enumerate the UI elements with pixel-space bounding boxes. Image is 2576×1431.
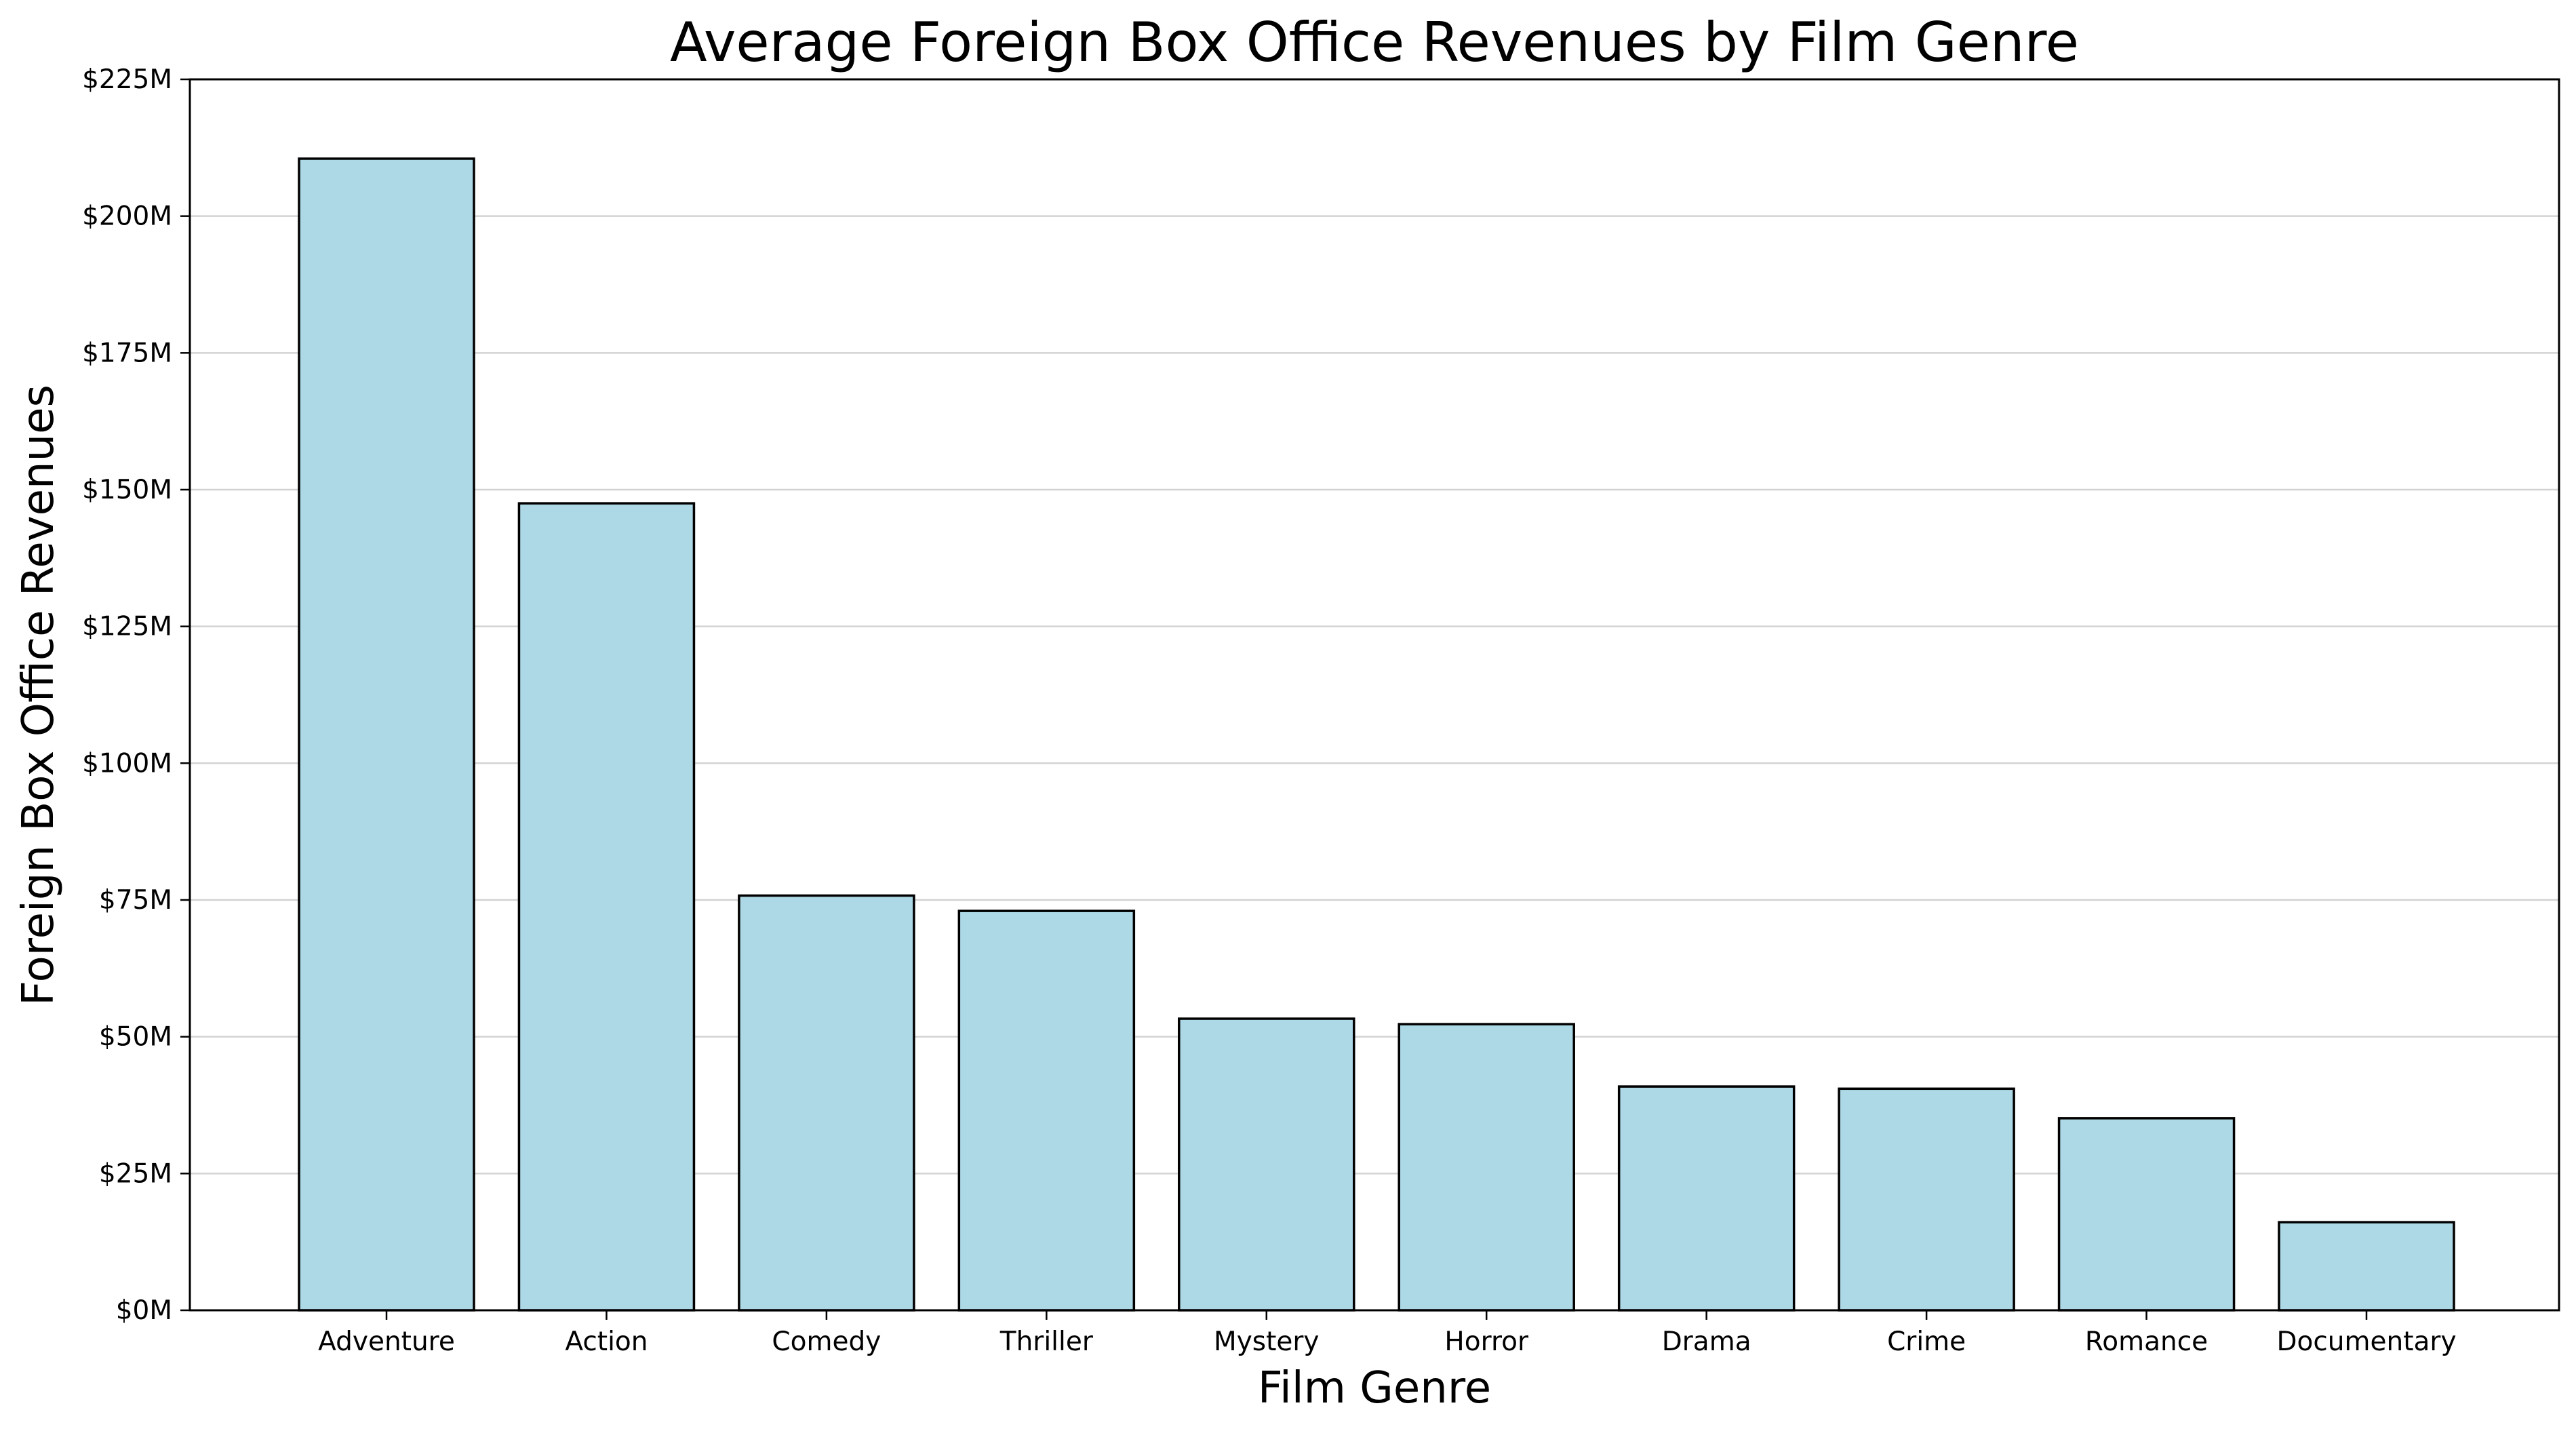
x-tick-label: Action [565, 1327, 648, 1357]
x-tick-label: Drama [1662, 1327, 1751, 1357]
y-tick-label: $150M [82, 475, 172, 505]
y-tick-label: $175M [82, 338, 172, 368]
bar-mystery [1178, 1017, 1355, 1312]
x-tick-label: Thriller [999, 1327, 1094, 1357]
y-tick-label: $0M [116, 1295, 172, 1326]
x-tick-label: Comedy [772, 1327, 881, 1357]
x-axis-title: Film Genre [1258, 1363, 1491, 1413]
y-tick-label: $25M [99, 1158, 172, 1189]
y-tick-label: $50M [99, 1022, 172, 1053]
bars [298, 157, 2455, 1312]
y-tick-label: $75M [99, 885, 172, 916]
y-tick-label: $200M [82, 201, 172, 232]
bar-comedy [738, 894, 915, 1312]
bar-thriller [957, 909, 1136, 1312]
y-tick-label: $100M [82, 748, 172, 779]
x-tick-label: Mystery [1214, 1327, 1319, 1357]
bar-romance [2057, 1117, 2236, 1312]
axes [189, 78, 2560, 1312]
x-tick-label: Adventure [318, 1327, 455, 1357]
x-tick-label: Documentary [2276, 1327, 2456, 1357]
chart-title: Average Foreign Box Office Revenues by F… [670, 11, 2079, 74]
bar-action [517, 502, 696, 1312]
x-tick-label: Crime [1887, 1327, 1966, 1357]
y-axis-title: Foreign Box Office Revenues [14, 385, 64, 1006]
bar-drama [1617, 1085, 1796, 1312]
plot-frame [189, 78, 2560, 1312]
bar-crime [1838, 1087, 2015, 1312]
y-tick-label: $125M [82, 612, 172, 642]
y-ticks: $0M $25M $50M $75M $100M $125M $150M $175M $200M… [82, 64, 190, 1326]
x-ticks: Adventure Action Comedy Thriller Mystery Horr… [318, 1310, 2457, 1357]
x-tick-label: Romance [2085, 1327, 2208, 1357]
bar-documentary [2278, 1221, 2455, 1312]
x-tick-label: Horror [1444, 1327, 1529, 1357]
bar-adventure [298, 157, 475, 1312]
bar-horror [1398, 1023, 1575, 1312]
y-tick-label: $225M [82, 64, 172, 95]
